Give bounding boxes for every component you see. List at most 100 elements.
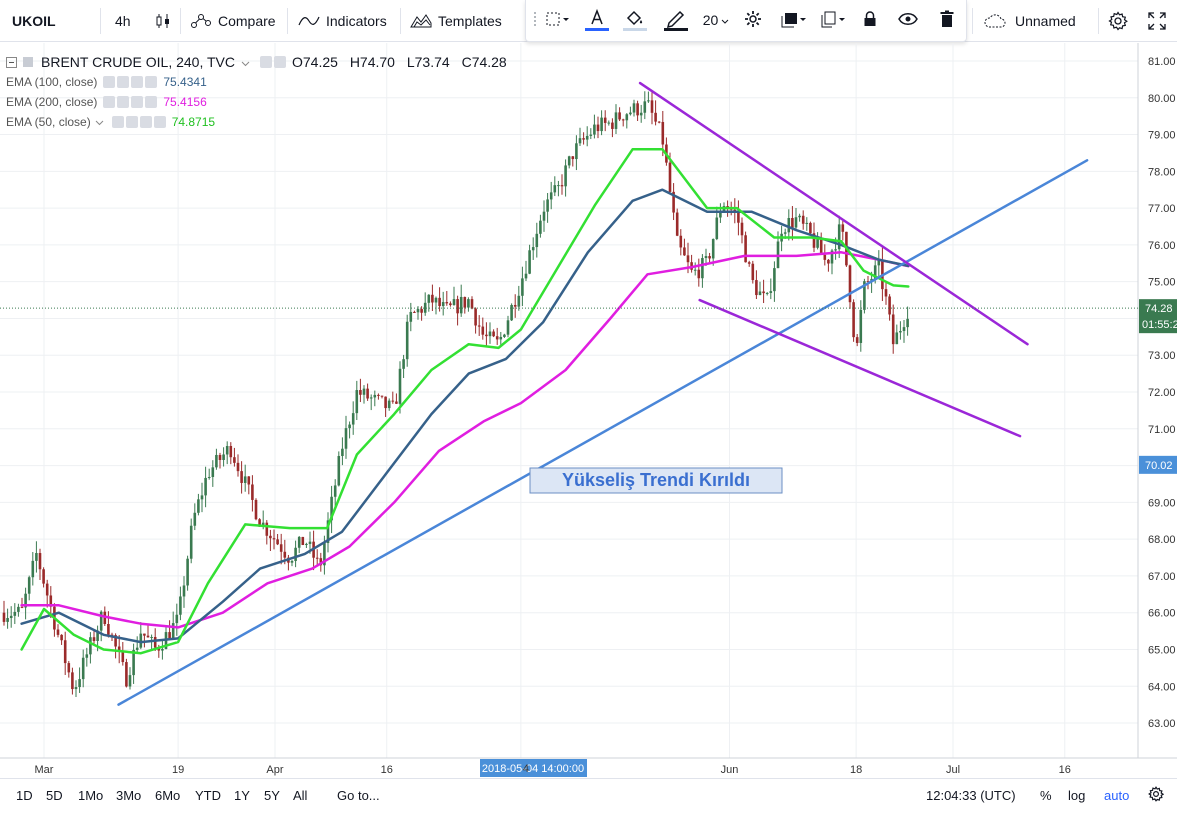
range-button-3mo[interactable]: 3Mo [116, 787, 142, 803]
eye-icon[interactable] [259, 56, 272, 68]
close-icon[interactable] [153, 116, 166, 128]
candle-body [49, 595, 53, 607]
gear-icon[interactable] [117, 96, 130, 108]
range-button-1y[interactable]: 1Y [234, 787, 250, 803]
candle-body [603, 117, 607, 123]
gear-icon[interactable] [273, 56, 286, 68]
drag-handle[interactable] [532, 0, 538, 40]
candle-body [391, 400, 395, 402]
candle-body [647, 100, 650, 102]
rectangle-select-button[interactable] [540, 0, 576, 40]
candle-body [283, 551, 287, 558]
interval-button[interactable]: 4h [115, 0, 131, 42]
range-button-ytd[interactable]: YTD [195, 787, 221, 803]
goto-button[interactable]: Go to... [337, 779, 380, 811]
top-toolbar: UKOIL 4h Compare Indicators Templates [0, 0, 1177, 42]
plus-icon[interactable] [139, 116, 152, 128]
visual-order-button[interactable] [776, 0, 810, 40]
price-tick-label: 68.00 [1148, 534, 1176, 546]
candle-body [906, 318, 909, 328]
settings-button[interactable] [740, 0, 766, 40]
candle-body [672, 191, 675, 213]
ema100-label[interactable]: EMA (100, close) [6, 75, 98, 89]
log-toggle[interactable]: log [1068, 779, 1085, 811]
candle-body [395, 401, 398, 404]
candle-body [650, 100, 654, 113]
candle-body [351, 413, 355, 425]
eye-icon[interactable] [103, 76, 116, 88]
range-button-5d[interactable]: 5D [46, 787, 63, 803]
candle-body [197, 499, 200, 513]
lock-button[interactable] [858, 0, 882, 40]
range-button-1mo[interactable]: 1Mo [78, 787, 104, 803]
candle-body [488, 331, 492, 337]
save-layout-button[interactable]: Unnamed [983, 0, 1076, 42]
plus-icon[interactable] [131, 76, 144, 88]
candle-body [9, 615, 13, 619]
candle-body [150, 636, 153, 638]
eye-icon[interactable] [103, 96, 116, 108]
symbol-search-button[interactable]: UKOIL [12, 0, 56, 42]
chevron-down-icon[interactable] [95, 115, 104, 129]
candle-body [416, 309, 420, 313]
ema50-value: 74.8715 [171, 115, 216, 129]
gear-icon[interactable] [117, 76, 130, 88]
candle-body [427, 294, 431, 303]
candle-body [639, 112, 643, 116]
candle-body [81, 657, 85, 680]
candle-body [794, 217, 798, 228]
range-button-6mo[interactable]: 6Mo [155, 787, 181, 803]
text-color-button[interactable] [582, 0, 612, 40]
price-chart[interactable]: Yükseliş Trendi Kırıldı 81.00 80.00 79.00 7… [0, 43, 1177, 778]
line-color-button[interactable] [661, 0, 691, 40]
candle-body [251, 484, 254, 500]
candle-body [485, 334, 488, 337]
annotation-box [529, 467, 783, 494]
time-tick-label: 4 [523, 763, 529, 775]
candle-body [269, 535, 272, 539]
drawing-properties-toolbar: 20 [525, 0, 967, 42]
delete-button[interactable] [934, 0, 960, 40]
compare-button[interactable]: Compare [190, 0, 276, 42]
auto-toggle[interactable]: auto [1104, 779, 1129, 811]
range-button-1d[interactable]: 1D [16, 787, 33, 803]
time-tick-label: Mar [35, 764, 54, 776]
candle-body [326, 520, 330, 544]
ema50-label[interactable]: EMA (50, close) [6, 115, 91, 129]
candle-body [272, 538, 276, 540]
indicators-button[interactable]: Indicators [298, 0, 387, 42]
candle-body [621, 119, 625, 121]
clone-button[interactable] [816, 0, 848, 40]
plus-icon[interactable] [131, 96, 144, 108]
fullscreen-button[interactable] [1148, 0, 1166, 42]
gear-icon[interactable] [125, 116, 138, 128]
candle-body [542, 211, 546, 221]
chart-style-button[interactable] [154, 0, 172, 42]
close-icon[interactable] [145, 96, 158, 108]
timezone-button[interactable]: 12:04:33 (UTC) [926, 779, 1016, 811]
legend-main-row: BRENT CRUDE OIL, 240, TVC O74.25 H74.70 … [6, 52, 515, 72]
ema200-label[interactable]: EMA (200, close) [6, 95, 98, 109]
ema50-line [20, 148, 910, 655]
fill-color-button[interactable] [620, 0, 650, 40]
hide-button[interactable] [894, 0, 922, 40]
range-button-5y[interactable]: 5Y [264, 787, 280, 803]
candle-body [31, 560, 35, 578]
chevron-down-icon[interactable] [241, 54, 250, 70]
range-button-all[interactable]: All [293, 787, 308, 803]
collapse-icon[interactable] [6, 56, 17, 68]
candle-body [737, 211, 740, 223]
percent-toggle[interactable]: % [1040, 779, 1052, 811]
candle-body [420, 309, 423, 313]
settings-button[interactable] [1148, 779, 1165, 811]
eye-icon[interactable] [111, 116, 124, 128]
candle-body [704, 256, 708, 259]
candle-body [654, 112, 657, 122]
font-size-dropdown[interactable]: 20 [700, 0, 732, 40]
close-icon[interactable] [145, 76, 158, 88]
interval-label: 4h [115, 13, 131, 29]
series-title[interactable]: BRENT CRUDE OIL, 240, TVC [41, 54, 235, 70]
templates-button[interactable]: Templates [410, 0, 502, 42]
candle-body [463, 296, 467, 308]
chart-settings-button[interactable] [1108, 0, 1128, 42]
